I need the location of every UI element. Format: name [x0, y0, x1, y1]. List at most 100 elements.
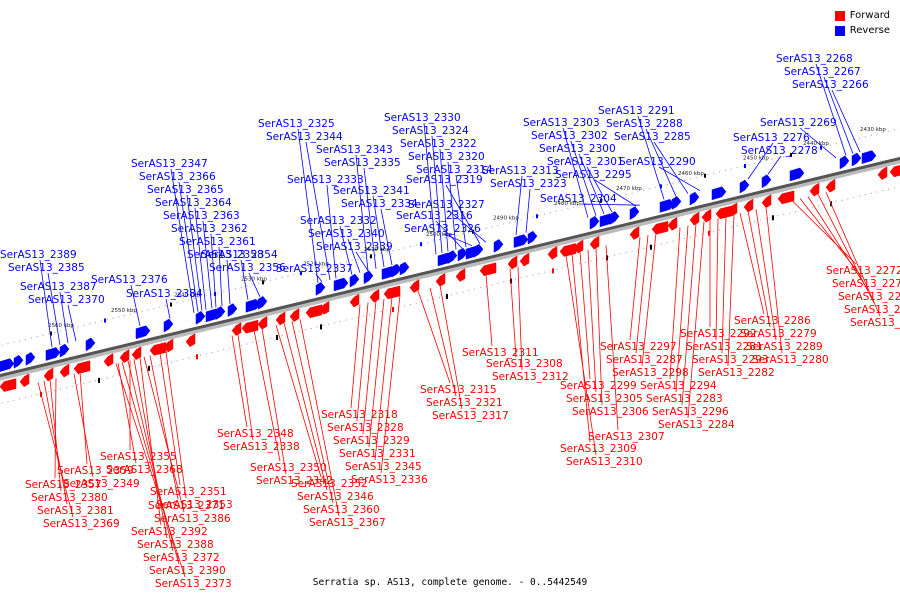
legend-item-reverse: Reverse: [834, 23, 890, 38]
reverse-leader-line: [170, 168, 195, 313]
forward-leader-line: [127, 360, 174, 552]
reverse-gene-arrow: [59, 343, 70, 358]
reverse-leader-line: [439, 148, 449, 252]
reverse-gene-arrow: [195, 310, 206, 325]
forward-gene-arrow: [163, 338, 174, 353]
reverse-gene-label: SerAS13_2376: [91, 274, 168, 286]
forward-gene-arrow: [809, 182, 820, 197]
reverse-gene-label: SerAS13_2325: [258, 118, 335, 130]
reverse-leader-line: [423, 122, 437, 255]
forward-leader-line: [791, 200, 857, 265]
reverse-gene-label: SerAS13_2330: [384, 112, 461, 124]
reverse-gene-arrow: [25, 351, 36, 366]
forward-gene-label: SerAS13_2338: [223, 441, 300, 453]
reverse-gene-arrow: [861, 150, 877, 164]
reverse-gene-label: SerAS13_2322: [400, 138, 477, 150]
reverse-leader-line: [297, 128, 319, 283]
forward-gene-label: SerAS13_2284: [658, 419, 735, 431]
forward-gene-arrow: [275, 311, 286, 326]
reverse-gene-arrow: [589, 215, 600, 230]
reverse-gene-label: SerAS13_2269: [760, 117, 837, 129]
forward-gene-label: SerAS13_2283: [646, 393, 723, 405]
forward-gene-label: SerAS13_2367: [309, 517, 386, 529]
reverse-leader-line: [579, 203, 641, 206]
reverse-leader-line: [380, 208, 393, 266]
forward-leader-line: [79, 372, 88, 465]
guide-marker: [300, 271, 302, 276]
reverse-gene-label: SerAS13_2314: [416, 164, 493, 176]
reverse-gene-label: SerAS13_2385: [8, 262, 85, 274]
forward-gene-arrow: [701, 208, 712, 223]
reverse-gene-label: SerAS13_2313: [482, 165, 559, 177]
reverse-gene-arrow: [609, 211, 620, 225]
forward-gene-label: SerAS13_2349: [63, 478, 140, 490]
reverse-gene-arrow: [363, 270, 374, 285]
reverse-gene-label: SerAS13_2291: [598, 105, 675, 117]
reverse-gene-label: SerAS13_2343: [316, 144, 393, 156]
guide-marker: [704, 173, 706, 178]
forward-leader-line: [283, 322, 328, 491]
reverse-gene-label: SerAS13_2361: [179, 236, 256, 248]
reverse-gene-label: SerAS13_2276: [733, 132, 810, 144]
forward-leader-line: [139, 357, 162, 526]
forward-gene-arrow: [19, 373, 30, 388]
guide-marker: [660, 184, 662, 189]
reverse-gene-label: SerAS13_2295: [555, 169, 632, 181]
forward-leader-line: [439, 285, 463, 410]
reverse-gene-arrow: [513, 234, 529, 248]
forward-gene-arrow: [629, 226, 640, 240]
reverse-gene-arrow: [761, 174, 772, 189]
guide-marker: [446, 293, 448, 299]
reverse-leader-line: [562, 127, 589, 218]
reverse-gene-label: SerAS13_2362: [171, 223, 248, 235]
legend-item-forward: Forward: [834, 8, 890, 23]
reverse-gene-label: SerAS13_2354: [201, 249, 278, 261]
forward-leader-line: [587, 249, 597, 393]
guide-marker: [650, 244, 652, 250]
forward-gene-label: SerAS13_2294: [640, 380, 717, 392]
reverse-leader-line: [240, 259, 249, 300]
forward-leader-line: [165, 351, 187, 499]
reverse-leader-line: [799, 127, 837, 159]
forward-gene-arrow: [547, 245, 558, 260]
guide-marker: [420, 242, 422, 247]
legend: Forward Reverse: [834, 8, 890, 38]
reverse-leader-line: [515, 175, 523, 236]
reverse-gene-label: SerAS13_2303: [523, 117, 600, 129]
forward-gene-label: SerAS13_2381: [37, 505, 114, 517]
guide-marker: [276, 334, 278, 340]
forward-gene-arrow: [777, 190, 795, 205]
forward-gene-label: SerAS13_2287: [606, 354, 683, 366]
forward-leader-line: [571, 253, 591, 443]
reverse-gene-arrow: [671, 196, 682, 210]
reverse-gene-label: SerAS13_2319: [406, 174, 483, 186]
forward-leader-line: [605, 245, 619, 431]
forward-gene-arrow: [0, 378, 17, 392]
forward-leader-line: [807, 196, 869, 291]
forward-gene-label: SerAS13_2281: [686, 341, 763, 353]
guide-marker: [820, 145, 822, 150]
forward-leader-line: [825, 192, 881, 317]
forward-gene-arrow: [231, 322, 242, 336]
reverse-gene-label: SerAS13_2334: [341, 198, 418, 210]
guide-marker: [196, 354, 198, 360]
reverse-gene-label: SerAS13_2370: [28, 294, 105, 306]
forward-leader-line: [356, 302, 369, 422]
forward-gene-label: SerAS13_2318: [321, 409, 398, 421]
forward-gene-label: SerAS13_2328: [327, 422, 404, 434]
forward-gene-label: SerAS13_2345: [345, 461, 422, 473]
reverse-gene-label: SerAS13_2300: [539, 143, 616, 155]
forward-gene-label: SerAS13_2380: [31, 492, 108, 504]
reverse-gene-arrow: [257, 296, 268, 310]
scale-tick-label: 2510 kbp: [364, 247, 390, 253]
forward-gene-label: SerAS13_2336: [351, 474, 428, 486]
forward-gene-arrow: [667, 216, 678, 231]
reverse-leader-line: [194, 207, 207, 310]
scale-tick-label: 2560 kbp: [48, 323, 74, 329]
forward-gene-label: SerAS13_2317: [432, 410, 509, 422]
reverse-leader-line: [305, 141, 331, 281]
forward-gene-label: SerAS13_2293: [692, 354, 769, 366]
reverse-gene-label: SerAS13_2366: [139, 171, 216, 183]
reverse-gene-label: SerAS13_2347: [131, 158, 208, 170]
